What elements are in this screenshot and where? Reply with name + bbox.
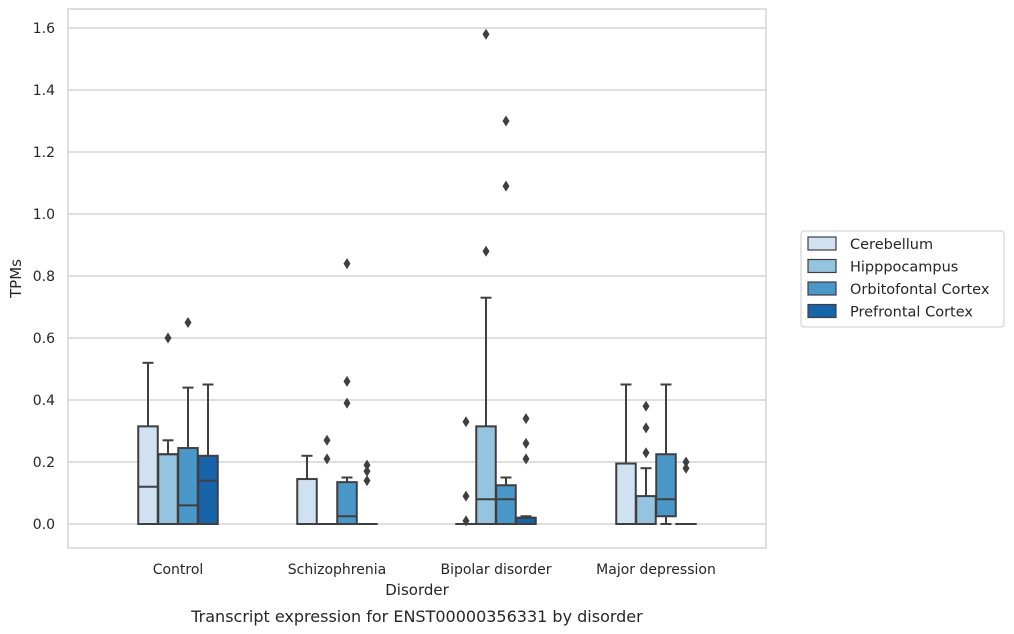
box-body	[495, 484, 517, 525]
plot-frame	[67, 8, 767, 549]
outlier-point	[164, 332, 172, 344]
outlier-point	[482, 245, 490, 257]
box-1-0	[157, 332, 179, 525]
x-tick-labels: Control Schizophrenia Bipolar disorder Majo…	[153, 562, 716, 578]
box-2-0	[177, 317, 199, 525]
outlier-point	[363, 465, 371, 477]
x-tick-label: Schizophrenia	[288, 562, 386, 578]
y-tick-label: 0.2	[33, 455, 55, 471]
outlier-point	[343, 375, 351, 387]
outlier-point	[363, 459, 371, 471]
outlier-point	[462, 515, 470, 527]
outlier-point	[522, 437, 530, 449]
box-body	[475, 425, 497, 526]
outlier-point	[462, 490, 470, 502]
box-2-3	[655, 383, 677, 525]
box-1-1	[316, 434, 338, 526]
legend: Cerebellum Hipppocampus Orbitofontal Corte…	[800, 230, 1005, 328]
outlier-point	[642, 447, 650, 459]
box-series	[137, 28, 697, 527]
box-body	[635, 495, 657, 526]
legend-swatch	[807, 303, 837, 319]
legend-label: Prefrontal Cortex	[850, 305, 973, 321]
y-tick-label: 1.0	[33, 207, 55, 223]
box-2-1	[336, 258, 358, 525]
box-body	[177, 447, 199, 525]
x-tick-label: Major depression	[596, 562, 716, 578]
box-3-2	[515, 413, 537, 525]
outlier-point	[502, 115, 510, 127]
gridlines	[68, 27, 766, 525]
outlier-point	[462, 416, 470, 428]
box-0-1	[296, 454, 318, 525]
outlier-point	[343, 397, 351, 409]
y-tick-labels: 0.0 0.2 0.4 0.6 0.8 1.0 1.2 1.4 1.6	[33, 21, 55, 533]
box-body	[296, 478, 318, 525]
y-tick-label: 1.2	[33, 145, 55, 161]
legend-label: Orbitofontal Cortex	[850, 282, 990, 298]
y-tick-label: 0.8	[33, 269, 55, 285]
box-2-2	[495, 115, 517, 525]
legend-swatch	[807, 281, 837, 296]
y-axis-label: TPMs	[7, 259, 25, 299]
outlier-point	[323, 434, 331, 446]
x-axis-label: Disorder	[385, 581, 449, 599]
outlier-point	[502, 180, 510, 192]
outlier-point	[682, 456, 690, 468]
outlier-point	[184, 317, 192, 328]
box-1-2	[475, 28, 497, 526]
y-tick-label: 0.0	[33, 517, 55, 533]
box-0-0	[137, 361, 159, 526]
legend-frame	[800, 230, 1005, 328]
y-tick-label: 0.6	[33, 331, 55, 347]
box-body	[615, 462, 637, 525]
outlier-point	[682, 462, 690, 474]
box-3-3	[675, 456, 697, 526]
y-tick-label: 0.4	[33, 393, 55, 409]
outlier-point	[343, 258, 351, 270]
legend-swatch	[807, 236, 837, 251]
legend-items: Cerebellum Hipppocampus Orbitofontal Corte…	[807, 236, 990, 321]
outlier-point	[323, 453, 331, 465]
outlier-point	[642, 422, 650, 434]
outlier-point	[363, 475, 371, 487]
legend-label: Cerebellum	[850, 237, 933, 253]
figure-caption: Transcript expression for ENST0000035633…	[190, 607, 643, 626]
y-tick-label: 1.4	[33, 83, 55, 99]
box-0-2	[455, 416, 477, 527]
legend-label: Hipppocampus	[850, 260, 958, 276]
x-tick-label: Control	[153, 562, 204, 578]
box-body	[336, 481, 358, 525]
outlier-point	[642, 400, 650, 412]
box-body	[655, 453, 677, 518]
box-body	[157, 453, 179, 525]
box-0-3	[615, 383, 637, 525]
box-3-1	[356, 459, 378, 526]
outlier-point	[522, 453, 530, 465]
outlier-point	[522, 413, 530, 425]
box-3-0	[197, 383, 219, 525]
box-body	[197, 454, 219, 525]
outlier-point	[482, 28, 490, 40]
box-body	[137, 425, 159, 526]
x-tick-label: Bipolar disorder	[440, 562, 551, 578]
y-tick-label: 1.6	[33, 21, 55, 37]
legend-swatch	[807, 258, 837, 274]
